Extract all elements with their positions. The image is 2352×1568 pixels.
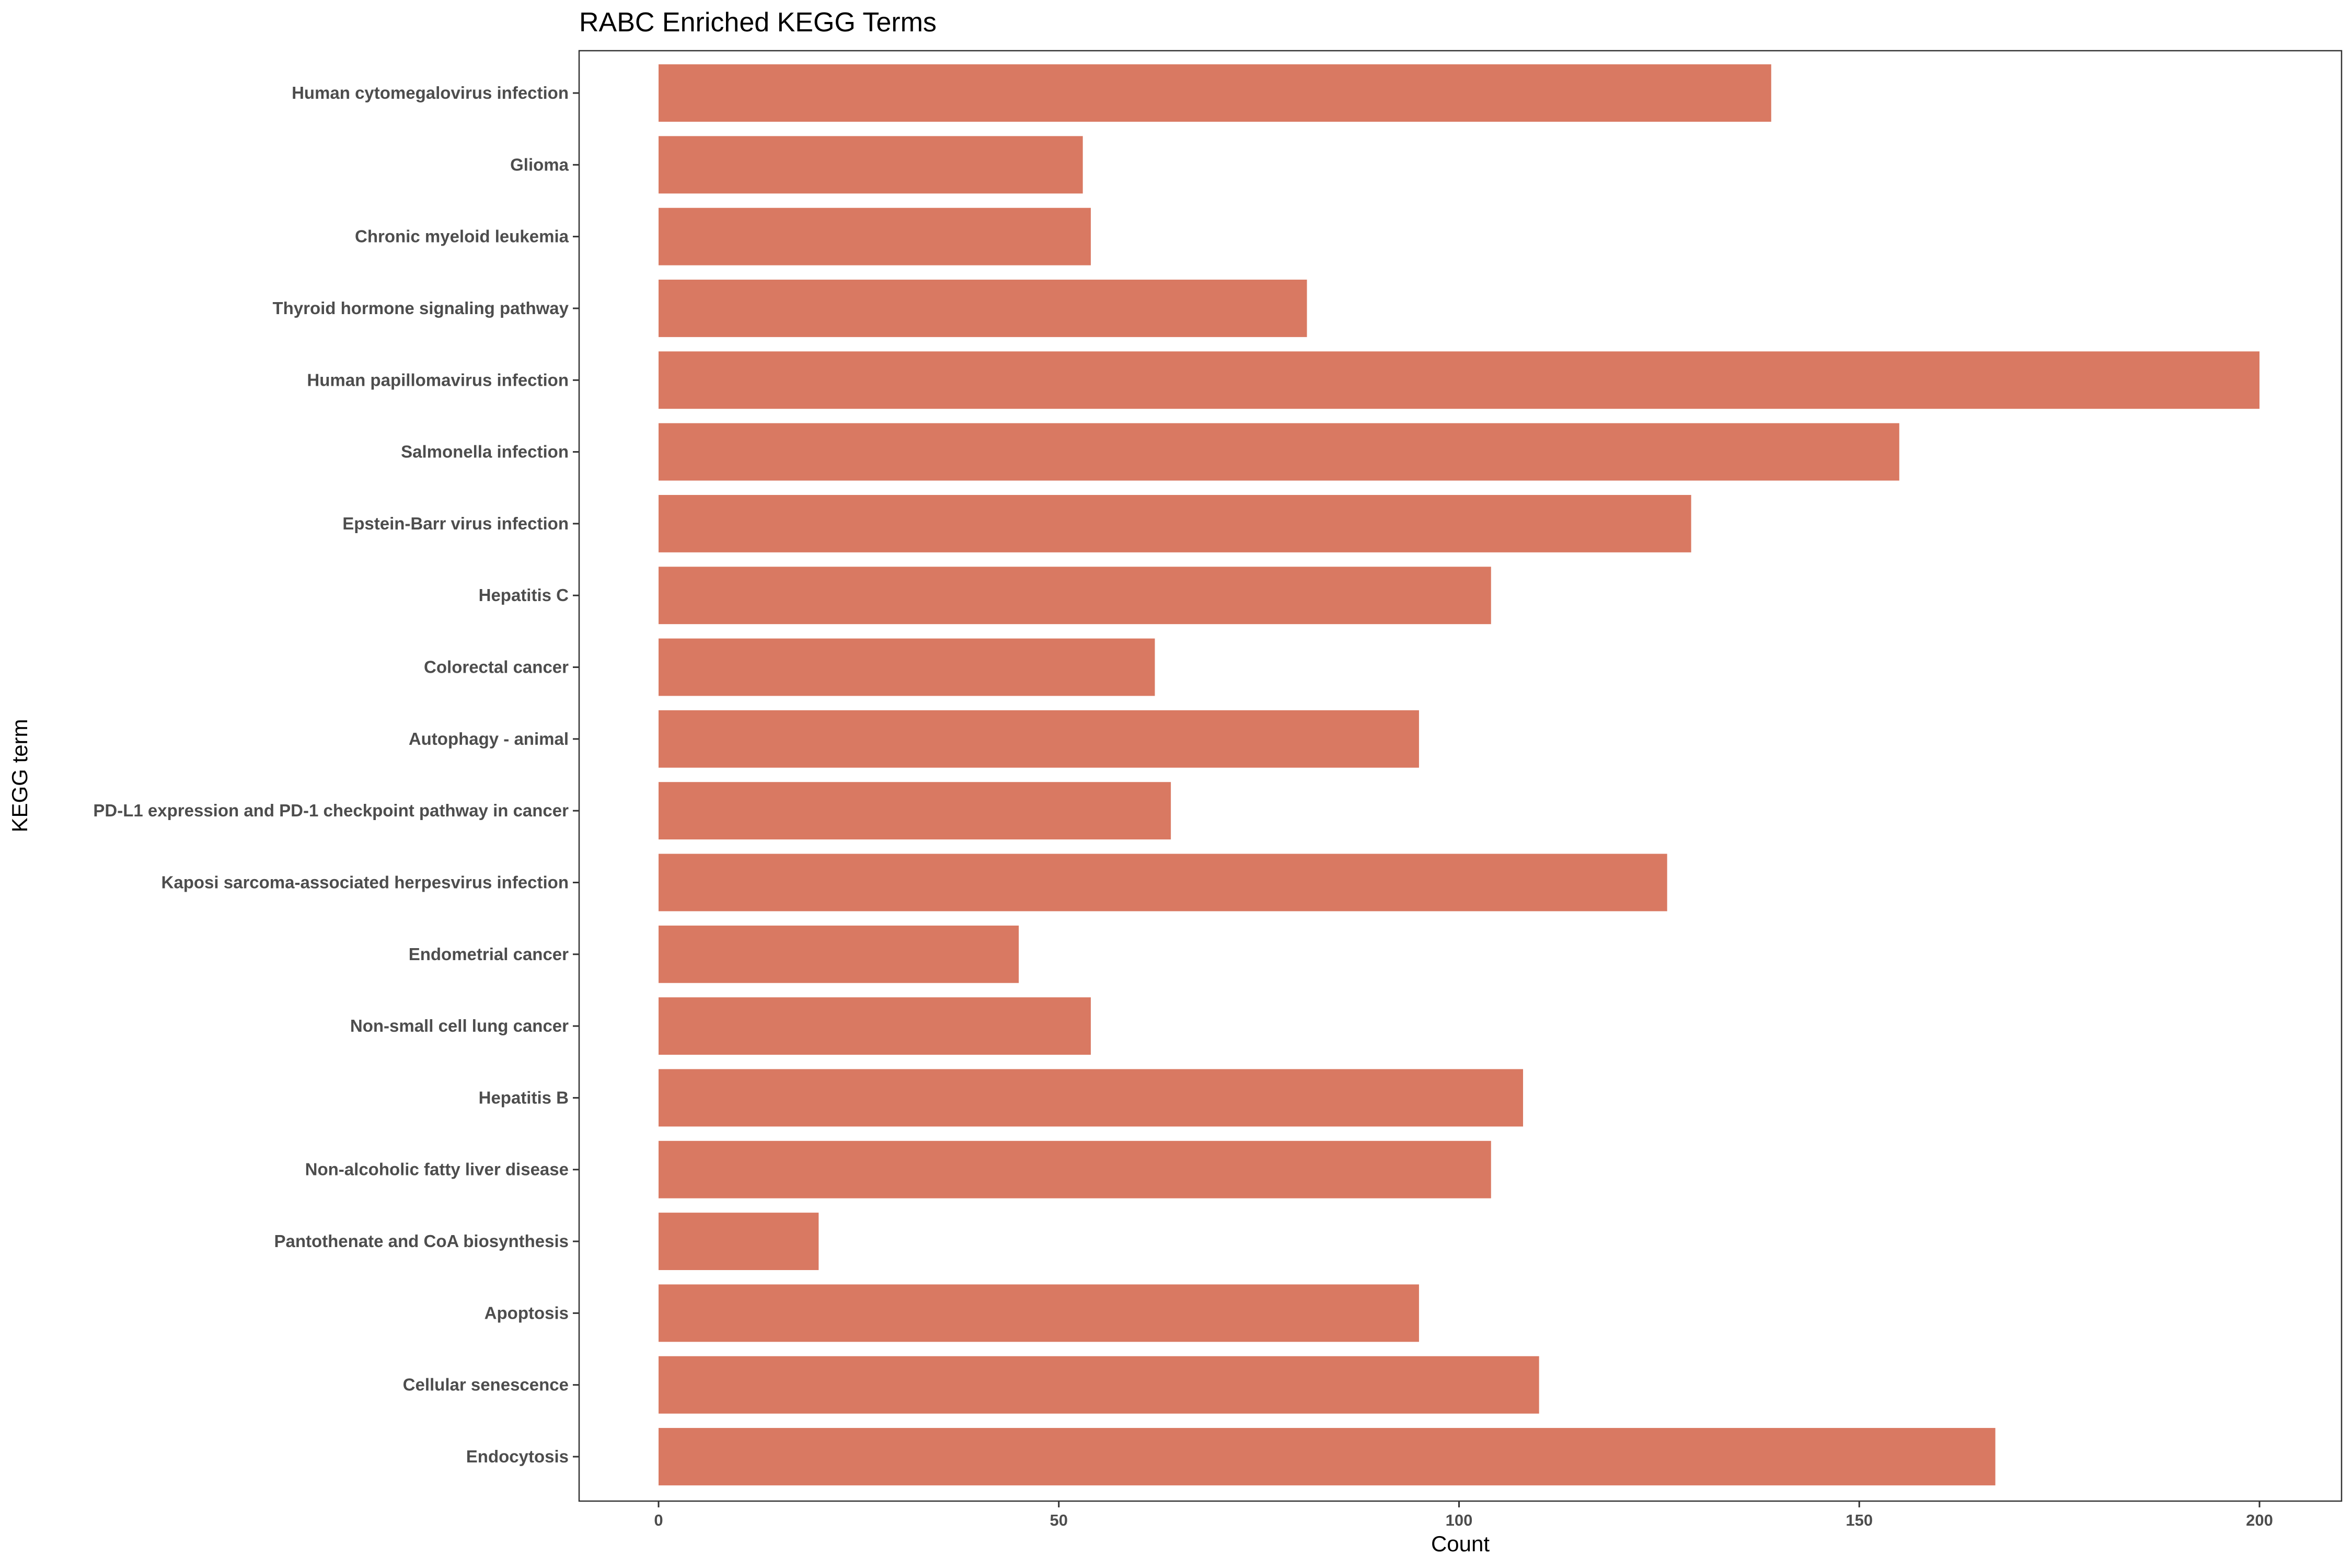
bar	[659, 1284, 1419, 1342]
bar	[659, 997, 1091, 1055]
y-tick-label: Hepatitis B	[479, 1088, 569, 1107]
y-tick-label: Salmonella infection	[401, 442, 569, 462]
x-tick-label: 50	[1050, 1511, 1068, 1529]
y-tick-label: Autophagy - animal	[409, 729, 569, 748]
x-tick-label: 150	[1846, 1511, 1873, 1529]
bar	[659, 423, 1899, 481]
bar	[659, 567, 1491, 625]
bar	[659, 207, 1091, 266]
y-tick-label: Glioma	[510, 155, 569, 174]
bar	[659, 1140, 1491, 1198]
bars-layer	[659, 64, 2259, 1485]
bar	[659, 280, 1307, 337]
bar	[659, 782, 1171, 840]
bar	[659, 854, 1667, 912]
y-tick-label: Chronic myeloid leukemia	[355, 227, 569, 246]
x-tick-label: 100	[1446, 1511, 1473, 1529]
bar	[659, 494, 1691, 552]
y-tick-label: Thyroid hormone signaling pathway	[272, 298, 569, 318]
bar	[659, 925, 1019, 983]
y-tick-label: Apoptosis	[485, 1303, 569, 1322]
bar	[659, 1213, 819, 1270]
y-tick-label: Non-alcoholic fatty liver disease	[305, 1160, 569, 1179]
y-axis-title: KEGG term	[7, 719, 32, 832]
bar	[659, 1428, 1996, 1485]
y-tick-label: Kaposi sarcoma-associated herpesvirus in…	[162, 872, 569, 892]
x-tick-label: 0	[654, 1511, 663, 1529]
bar	[659, 638, 1155, 696]
y-tick-label: Pantothenate and CoA biosynthesis	[274, 1231, 569, 1251]
bar	[659, 351, 2259, 409]
y-tick-label: Colorectal cancer	[424, 658, 569, 677]
y-tick-label: Human papillomavirus infection	[307, 370, 569, 389]
bar	[659, 64, 1771, 122]
y-tick-label: Non-small cell lung cancer	[350, 1016, 569, 1035]
y-tick-label: Endometrial cancer	[409, 944, 569, 964]
y-tick-label: Hepatitis C	[479, 585, 569, 605]
bar	[659, 1069, 1524, 1127]
y-tick-label: Epstein-Barr virus infection	[342, 514, 569, 533]
x-tick-label: 200	[2246, 1511, 2273, 1529]
y-tick-label: PD-L1 expression and PD-1 checkpoint pat…	[93, 801, 569, 820]
bar	[659, 710, 1419, 768]
y-tick-label: Endocytosis	[466, 1447, 569, 1466]
x-axis-title: Count	[1431, 1531, 1490, 1556]
bar	[659, 1356, 1539, 1414]
y-tick-label: Human cytomegalovirus infection	[292, 83, 569, 102]
bar	[659, 136, 1083, 194]
plot-panel	[578, 50, 2343, 1502]
chart-title: RABC Enriched KEGG Terms	[579, 7, 937, 38]
y-axis: Human cytomegalovirus infection Glioma Chr…	[93, 83, 579, 1466]
y-tick-label: Cellular senescence	[403, 1375, 569, 1394]
x-axis: 0 50 100 150 200	[654, 1501, 2273, 1529]
